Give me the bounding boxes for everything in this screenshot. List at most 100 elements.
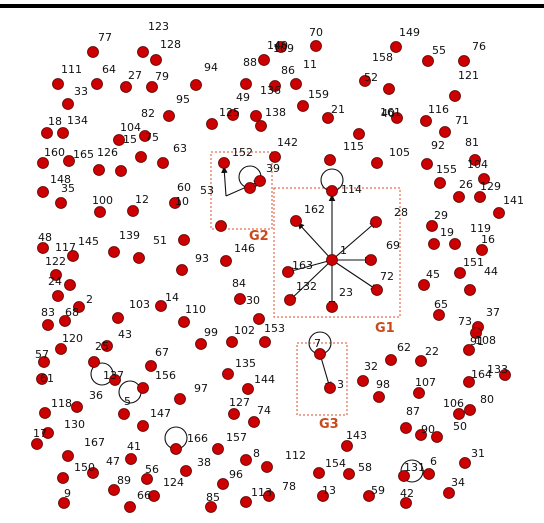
node-label: 118 (51, 397, 72, 410)
node-label: 165 (73, 148, 94, 161)
node-label: 123 (148, 20, 169, 33)
node-65 (433, 309, 445, 321)
node-label: 21 (331, 103, 345, 116)
node-label: 102 (234, 324, 255, 337)
node-label: 82 (141, 107, 155, 120)
node-label: 68 (65, 306, 79, 319)
node-132 (284, 294, 296, 306)
node-160 (37, 157, 49, 169)
top-border (0, 4, 544, 8)
node-label: 105 (389, 146, 410, 159)
node-152 (218, 157, 230, 169)
node-label: 156 (155, 369, 176, 382)
node-150 (108, 484, 120, 496)
node-label: 72 (380, 270, 394, 283)
edge-arrow (289, 259, 333, 301)
node-84 (234, 293, 246, 305)
node-label: 3 (337, 378, 344, 391)
node-label: 34 (451, 476, 465, 489)
node-label: 126 (97, 146, 118, 159)
node-label: 77 (98, 31, 112, 44)
node-52 (383, 83, 395, 95)
node-label: 41 (127, 440, 141, 453)
node-label: 106 (443, 397, 464, 410)
node-label: 110 (185, 303, 206, 316)
node-118 (324, 382, 336, 394)
node-39 (254, 175, 266, 187)
node-label: 167 (84, 436, 105, 449)
node-136 (250, 110, 262, 122)
node-label: 89 (117, 474, 131, 487)
node-17 (170, 443, 182, 455)
node-label: 67 (155, 346, 169, 359)
node-label: 76 (472, 40, 486, 53)
node-label: 61 (40, 372, 54, 385)
node-label: 52 (364, 71, 378, 84)
node-label: 142 (277, 136, 298, 149)
node-label: 104 (120, 121, 141, 134)
node-label: 91 (470, 335, 484, 348)
node-label: 42 (400, 487, 414, 500)
node-127 (248, 416, 260, 428)
node-label: 87 (406, 405, 420, 418)
node-label: 107 (415, 376, 436, 389)
node-label: 30 (246, 294, 260, 307)
node-label: 135 (235, 357, 256, 370)
node-128 (150, 54, 162, 66)
node-label: 143 (346, 429, 367, 442)
node-99 (226, 336, 238, 348)
node-11 (290, 78, 302, 90)
edge-arrow (297, 222, 333, 261)
node-106 (464, 404, 476, 416)
node-50 (31, 438, 43, 450)
node-label: 127 (229, 396, 250, 409)
node-18 (41, 127, 53, 139)
node-59 (263, 490, 275, 502)
node-label: 148 (50, 173, 71, 186)
node-31 (57, 472, 69, 484)
node-label: 10 (175, 195, 189, 208)
node-40 (353, 128, 365, 140)
node-126 (93, 164, 105, 176)
node-label: 93 (195, 252, 209, 265)
node-label: 124 (163, 476, 184, 489)
node-label: 139 (119, 229, 140, 242)
node-87 (431, 431, 443, 443)
node-label: 153 (264, 322, 285, 335)
node-161 (391, 112, 403, 124)
node-145 (67, 250, 79, 262)
node-24 (52, 290, 64, 302)
node-111 (52, 78, 64, 90)
node-label: 100 (92, 194, 113, 207)
node-label: 84 (232, 277, 246, 290)
node-label: 15 (123, 133, 137, 146)
node-label: 159 (308, 88, 329, 101)
node-label: 62 (397, 341, 411, 354)
node-label: 45 (426, 268, 440, 281)
group-box-G2 (210, 151, 273, 230)
node-label: 115 (343, 140, 364, 153)
node-label: 60 (177, 181, 191, 194)
node-34 (124, 501, 136, 513)
node-103 (112, 312, 124, 324)
node-73 (470, 327, 482, 339)
node-30 (253, 313, 265, 325)
node-146 (220, 255, 232, 267)
node-114 (326, 254, 338, 266)
node-label: 116 (428, 103, 449, 116)
node-label: 145 (78, 235, 99, 248)
node-55 (422, 55, 434, 67)
node-93 (176, 264, 188, 276)
node-144 (373, 391, 385, 403)
node-label: 95 (176, 93, 190, 106)
node-label: 18 (48, 115, 62, 128)
node-148 (37, 186, 49, 198)
node-label: 80 (480, 393, 494, 406)
node-134 (57, 127, 69, 139)
node-label: 144 (254, 373, 275, 386)
node-label: 55 (432, 44, 446, 57)
node-122 (50, 269, 62, 281)
node-165 (63, 155, 75, 167)
node-label: 109 (273, 42, 294, 55)
